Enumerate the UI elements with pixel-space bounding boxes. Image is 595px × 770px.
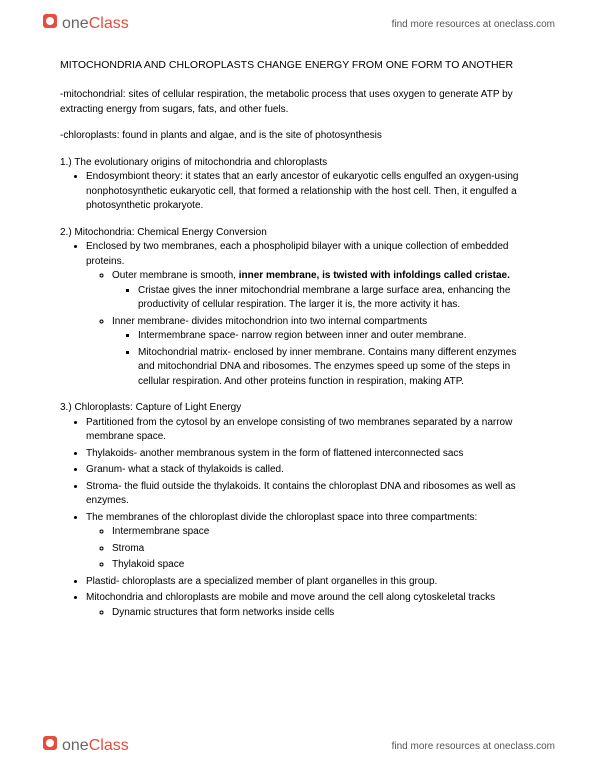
text: Enclosed by two membranes, each a phosph…: [86, 241, 508, 267]
document-body: MITOCHONDRIA AND CHLOROPLASTS CHANGE ENE…: [0, 48, 595, 620]
brand-logo: oneClass: [40, 11, 129, 37]
text: Mitochondria and chloroplasts are mobile…: [86, 592, 495, 603]
list-item: The membranes of the chloroplast divide …: [86, 511, 535, 573]
list-item: Endosymbiont theory: it states that an e…: [86, 170, 535, 214]
logo-icon: [40, 733, 60, 759]
list-item: Dynamic structures that form networks in…: [112, 606, 535, 621]
page-header: oneClass find more resources at oneclass…: [0, 0, 595, 48]
intro-chloroplasts: -chloroplasts: found in plants and algae…: [60, 129, 535, 144]
list-item: Outer membrane is smooth, inner membrane…: [112, 269, 535, 313]
list-item: Enclosed by two membranes, each a phosph…: [86, 240, 535, 389]
text: Outer membrane is smooth,: [112, 270, 239, 281]
section-3-head: 3.) Chloroplasts: Capture of Light Energ…: [60, 401, 535, 416]
list-item: Plastid- chloroplasts are a specialized …: [86, 575, 535, 590]
list-item: Intermembrane space: [112, 525, 535, 540]
list-item: Intermembrane space- narrow region betwe…: [138, 329, 535, 344]
list-item: Stroma: [112, 542, 535, 557]
list-item: Stroma- the fluid outside the thylakoids…: [86, 480, 535, 509]
list-item: Partitioned from the cytosol by an envel…: [86, 416, 535, 445]
logo-one: one: [62, 737, 89, 754]
logo-class: Class: [89, 15, 129, 32]
list-item: Granum- what a stack of thylakoids is ca…: [86, 463, 535, 478]
logo-icon: [40, 11, 60, 37]
bold-text: inner membrane, is twisted with infoldin…: [239, 270, 510, 281]
intro-mitochondrial: -mitochondrial: sites of cellular respir…: [60, 88, 535, 117]
document-title: MITOCHONDRIA AND CHLOROPLASTS CHANGE ENE…: [60, 58, 535, 72]
section-3: 3.) Chloroplasts: Capture of Light Energ…: [60, 401, 535, 620]
resources-link-bottom[interactable]: find more resources at oneclass.com: [392, 741, 555, 752]
list-item: Mitochondria and chloroplasts are mobile…: [86, 591, 535, 620]
resources-link-top[interactable]: find more resources at oneclass.com: [392, 19, 555, 30]
list-item: Thylakoid space: [112, 558, 535, 573]
list-item: Thylakoids- another membranous system in…: [86, 447, 535, 462]
brand-logo-footer: oneClass: [40, 733, 129, 759]
text: The membranes of the chloroplast divide …: [86, 512, 477, 523]
logo-class: Class: [89, 737, 129, 754]
logo-text: oneClass: [62, 15, 129, 33]
section-2-head: 2.) Mitochondria: Chemical Energy Conver…: [60, 226, 535, 241]
list-item: Cristae gives the inner mitochondrial me…: [138, 284, 535, 313]
section-1-head: 1.) The evolutionary origins of mitochon…: [60, 156, 535, 171]
text: Inner membrane- divides mitochondrion in…: [112, 316, 427, 327]
section-2: 2.) Mitochondria: Chemical Energy Conver…: [60, 226, 535, 390]
logo-text: oneClass: [62, 737, 129, 755]
section-1: 1.) The evolutionary origins of mitochon…: [60, 156, 535, 214]
page-footer: oneClass find more resources at oneclass…: [0, 722, 595, 770]
list-item: Inner membrane- divides mitochondrion in…: [112, 315, 535, 390]
logo-one: one: [62, 15, 89, 32]
list-item: Mitochondrial matrix- enclosed by inner …: [138, 346, 535, 390]
